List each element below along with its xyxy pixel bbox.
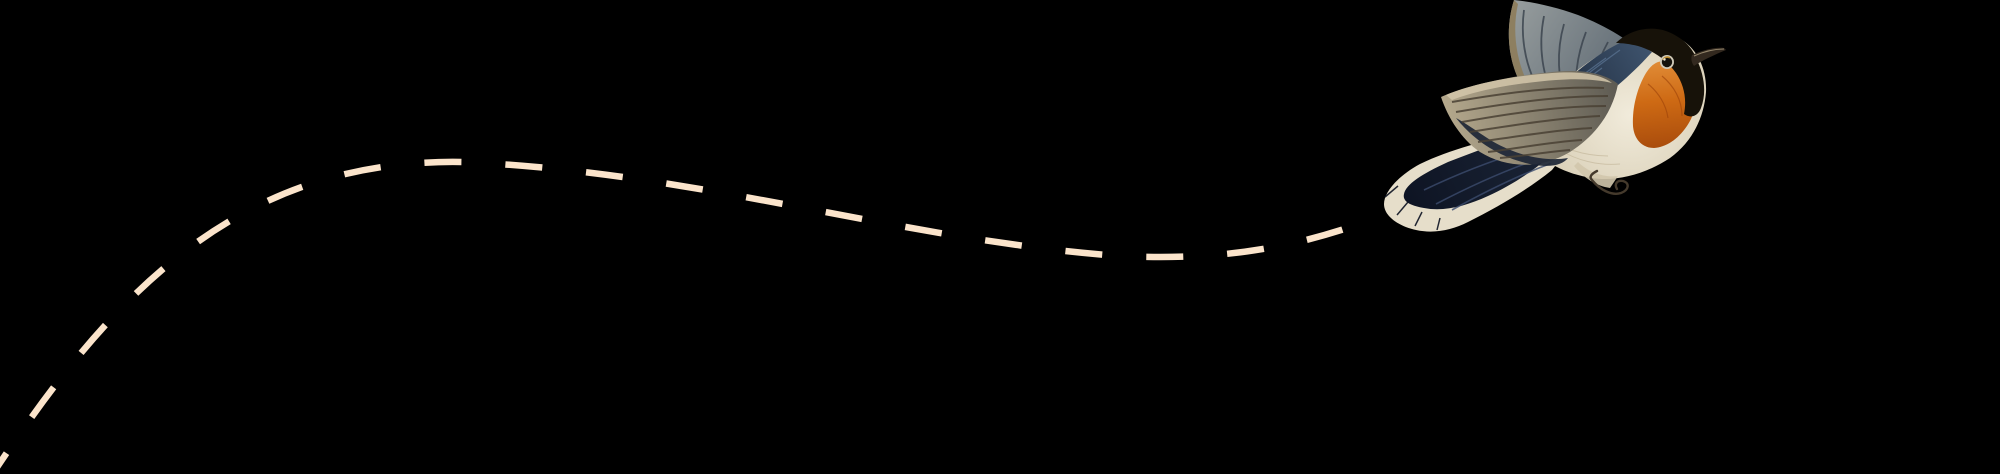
flight-path-dashed-line — [0, 158, 1370, 469]
tail-tip-separations — [1384, 185, 1441, 231]
beak — [1691, 47, 1726, 66]
feather-streak — [1451, 86, 1605, 103]
feather-streak — [1455, 95, 1609, 113]
throat-patch — [1632, 60, 1697, 148]
tail-tip-separator — [1414, 211, 1423, 227]
tail-tip-separator — [1384, 185, 1399, 198]
feather-streak — [1469, 115, 1601, 133]
eye-glint — [1663, 58, 1666, 61]
vent-feather-tuft — [1574, 162, 1618, 188]
throat-texture-lines — [1647, 75, 1683, 119]
feather-streak — [1451, 162, 1553, 211]
feather-streak — [1461, 105, 1607, 123]
beak-shape — [1691, 47, 1726, 66]
eye — [1660, 55, 1674, 69]
head-black-cap — [1616, 28, 1705, 117]
throat-texture — [1647, 83, 1669, 119]
beak-ridge-highlight — [1693, 48, 1725, 57]
throat-orange-shape — [1632, 60, 1697, 148]
swallow-illustration — [1384, 0, 1726, 232]
near-wing-leading-edge — [1446, 72, 1612, 100]
tail-tip-separator — [1436, 217, 1441, 231]
near-wing-feather-streaks — [1451, 86, 1609, 159]
feather-streak — [1477, 127, 1593, 143]
feather-streak — [1499, 149, 1571, 159]
eye-gold-crescent — [1662, 56, 1671, 61]
tail-tip-separator — [1396, 201, 1409, 216]
near-wing — [1441, 71, 1618, 166]
curled-foot — [1589, 169, 1629, 195]
throat-texture — [1661, 75, 1683, 117]
feather-streak — [1487, 139, 1583, 153]
